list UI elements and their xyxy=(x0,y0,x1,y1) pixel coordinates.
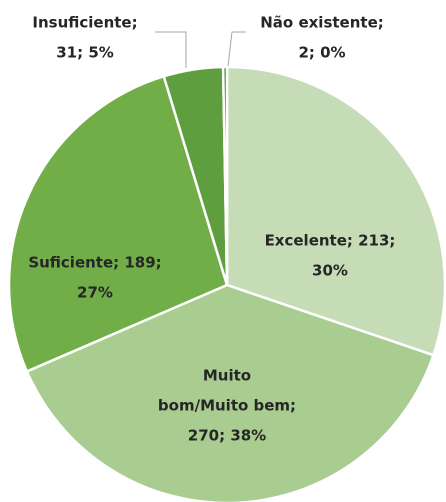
pie-slice xyxy=(7,74,229,374)
data-label: Muito xyxy=(203,367,251,385)
leader-line xyxy=(227,31,246,67)
leader-line xyxy=(155,31,187,68)
data-label: Insuficiente; xyxy=(32,14,137,32)
pie-slice xyxy=(221,65,229,286)
data-label: 30% xyxy=(312,262,348,280)
slices xyxy=(7,65,446,502)
pie-slice xyxy=(25,283,435,502)
data-label: bom/Muito bem; xyxy=(158,397,296,415)
data-label: Não existente; xyxy=(260,14,384,32)
data-label: Suficiente; 189; xyxy=(28,254,161,272)
labels: Excelente; 213; 30% Muito bom/Muito bem; 270… xyxy=(28,14,395,445)
data-label: Excelente; 213; xyxy=(265,232,396,250)
pie-slice xyxy=(225,65,446,357)
data-label: 2; 0% xyxy=(298,44,345,62)
data-label: 270; 38% xyxy=(188,427,266,445)
data-label: 31; 5% xyxy=(56,44,114,62)
data-label: 27% xyxy=(77,284,113,302)
